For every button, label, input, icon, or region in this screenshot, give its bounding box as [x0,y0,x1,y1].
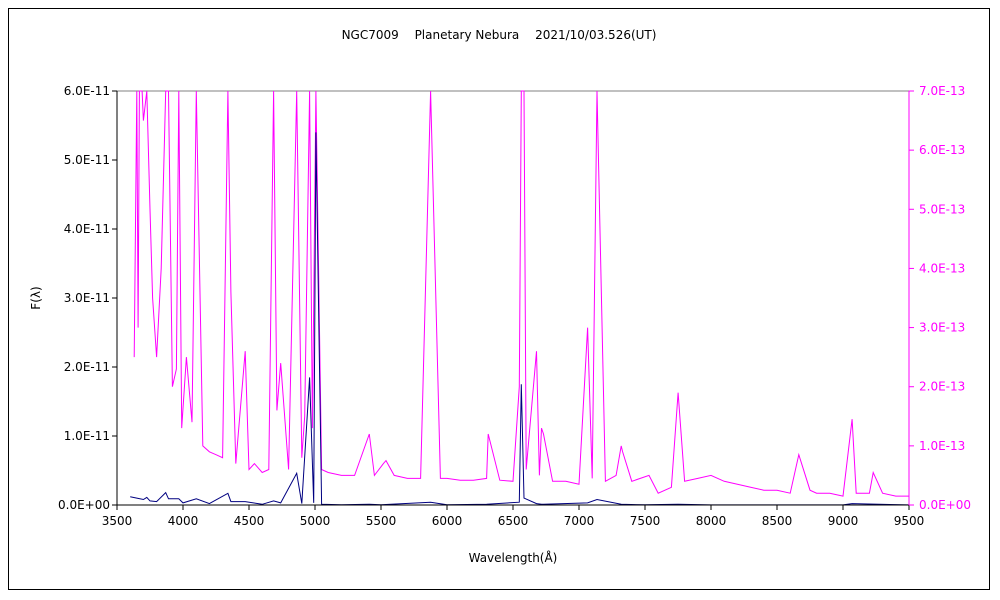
left-y-tick-label: 2.0E-11 [64,360,110,374]
x-tick-label: 8500 [762,514,793,528]
right-y-tick-label: 0.0E+00 [919,498,971,512]
series-line-right-axis [133,90,909,497]
x-tick-label: 4500 [234,514,265,528]
right-y-tick-label: 3.0E-13 [919,321,965,335]
x-tick-label: 9000 [828,514,859,528]
left-y-tick-label: 3.0E-11 [64,291,110,305]
left-y-tick-label: 0.0E+00 [58,498,110,512]
right-y-tick-label: 4.0E-13 [919,261,965,275]
right-y-tick-label: 1.0E-13 [919,439,965,453]
x-tick-label: 8000 [696,514,727,528]
chart-title: NGC7009 Planetary Nebura 2021/10/03.526(… [342,28,657,42]
x-tick-label: 3500 [102,514,133,528]
right-y-tick-label: 5.0E-13 [919,202,965,216]
x-tick-label: 6000 [432,514,463,528]
x-tick-label: 5500 [366,514,397,528]
x-tick-label: 9500 [894,514,925,528]
x-tick-label: 7000 [564,514,595,528]
x-tick-label: 7500 [630,514,661,528]
right-y-tick-label: 7.0E-13 [919,84,965,98]
left-y-tick-label: 6.0E-11 [64,84,110,98]
x-tick-label: 4000 [168,514,199,528]
x-tick-label: 5000 [300,514,331,528]
y-axis-label: F(λ) [29,286,43,309]
series-line-left-axis [130,132,910,506]
left-y-tick-label: 1.0E-11 [64,429,110,443]
right-y-tick-label: 6.0E-13 [919,143,965,157]
left-y-tick-label: 5.0E-11 [64,153,110,167]
plot-area [116,90,910,506]
x-tick-label: 6500 [498,514,529,528]
right-y-tick-label: 2.0E-13 [919,380,965,394]
left-y-tick-label: 4.0E-11 [64,222,110,236]
x-axis-label: Wavelength(Å) [469,550,558,565]
